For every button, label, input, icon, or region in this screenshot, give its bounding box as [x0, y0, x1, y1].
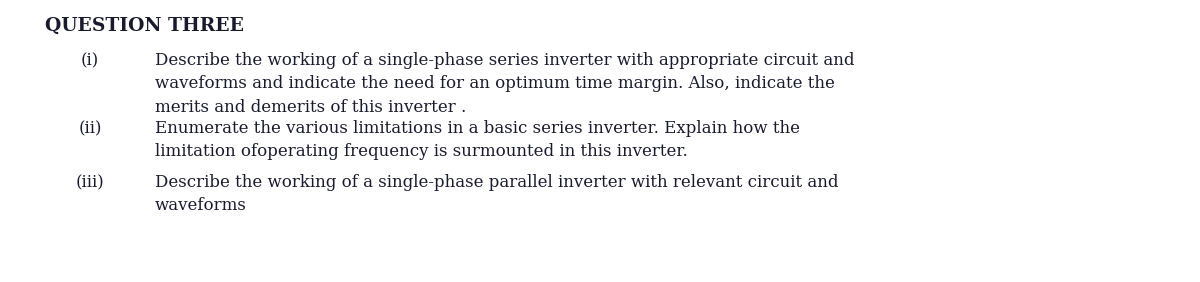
- Text: Describe the working of a single-phase parallel inverter with relevant circuit a: Describe the working of a single-phase p…: [155, 174, 839, 215]
- Text: QUESTION THREE: QUESTION THREE: [46, 17, 244, 35]
- Text: Describe the working of a single-phase series inverter with appropriate circuit : Describe the working of a single-phase s…: [155, 52, 854, 116]
- Text: (iii): (iii): [76, 174, 104, 191]
- Text: (ii): (ii): [78, 120, 102, 137]
- Text: Enumerate the various limitations in a basic series inverter. Explain how the
li: Enumerate the various limitations in a b…: [155, 120, 800, 160]
- Text: (i): (i): [80, 52, 100, 69]
